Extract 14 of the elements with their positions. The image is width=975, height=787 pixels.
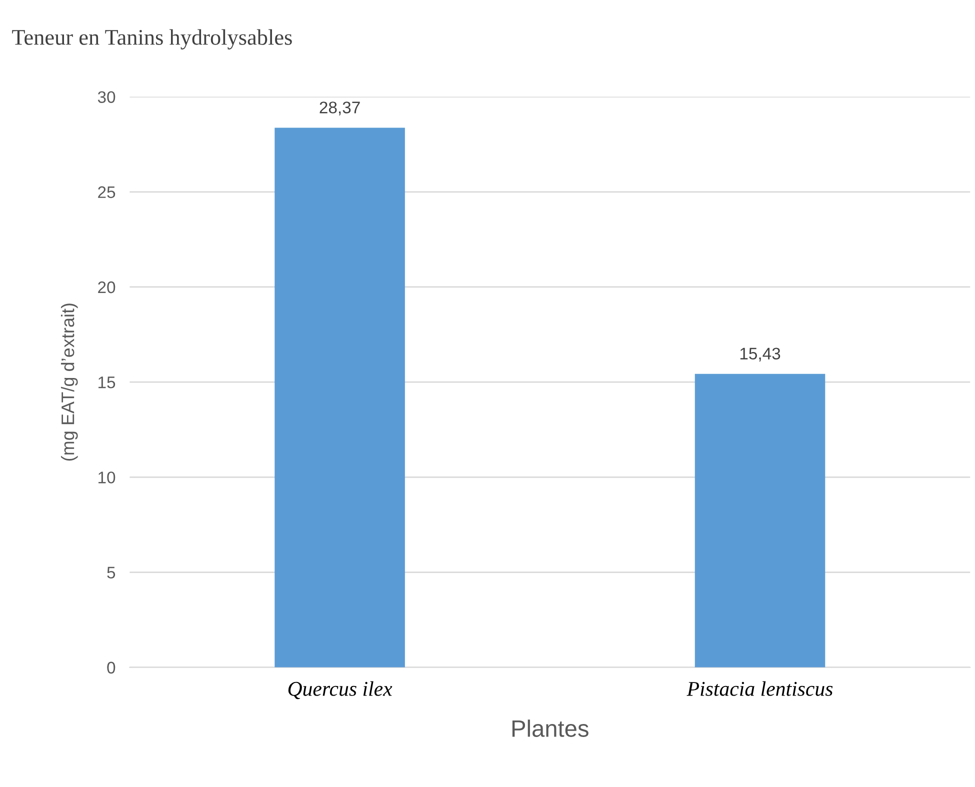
y-tick-label: 30 — [98, 91, 116, 104]
y-tick-label: 0 — [107, 662, 116, 674]
y-tick-label: 25 — [98, 186, 116, 198]
x-tick-label: Pistacia lentiscus — [686, 681, 833, 696]
x-axis-title: Plantes — [512, 720, 588, 737]
y-tick-label: 10 — [98, 472, 116, 484]
data-label: 15,43 — [740, 348, 780, 362]
y-tick-label: 5 — [107, 566, 116, 578]
x-tick-label: Quercus ilex — [288, 681, 392, 700]
y-axis-title: (mg EAT/g d’extrait) — [60, 304, 78, 461]
y-tick-label: 20 — [98, 281, 116, 294]
data-label: 28,37 — [320, 102, 360, 116]
y-tick-label: 15 — [98, 376, 116, 388]
chart-title: Teneur en Tanins hydrolysables — [12, 29, 292, 50]
